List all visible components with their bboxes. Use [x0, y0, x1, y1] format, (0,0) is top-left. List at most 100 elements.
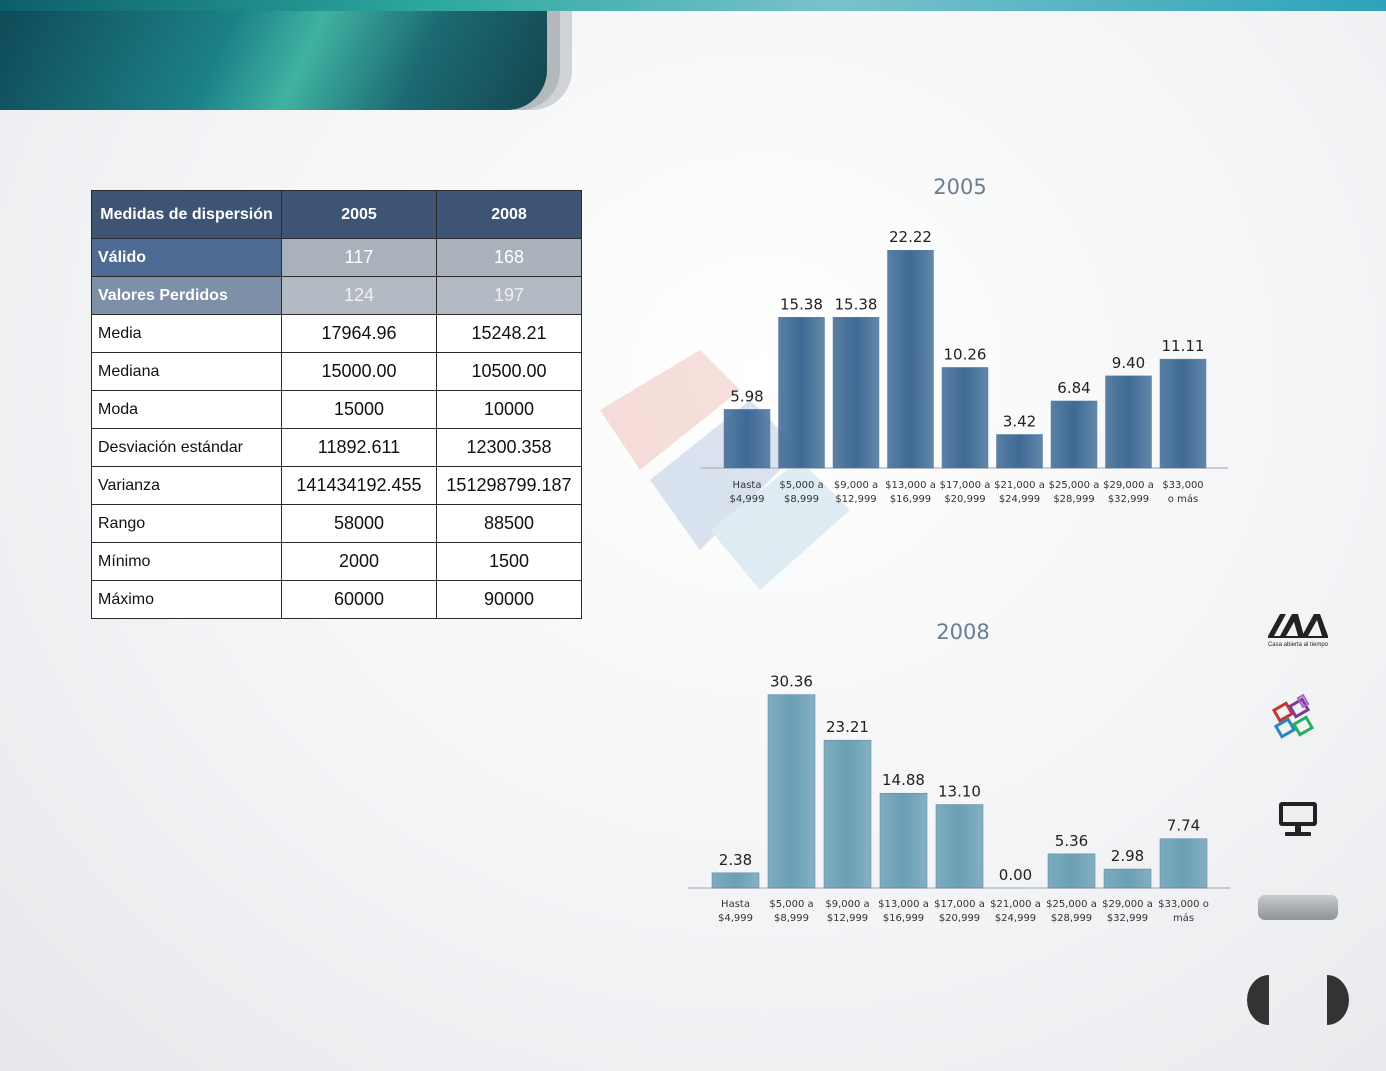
bar — [711, 872, 760, 889]
bar — [1105, 375, 1152, 469]
top-accent-bar — [0, 0, 1386, 11]
data-label: 15.38 — [780, 295, 823, 313]
table-header: 2005 — [281, 190, 437, 239]
data-label: 10.26 — [944, 345, 987, 363]
table-header: 2008 — [436, 190, 582, 239]
cell-2005: 2000 — [281, 542, 437, 581]
cell-2005: 141434192.455 — [281, 466, 437, 505]
row-label: Desviación estándar — [91, 428, 282, 467]
bar — [1050, 400, 1098, 469]
table-row: Valores Perdidos 124 197 — [91, 276, 582, 315]
table-row: Media 17964.96 15248.21 — [91, 314, 582, 353]
cell-2005: 15000.00 — [281, 352, 437, 391]
bar — [996, 434, 1043, 469]
table-row: Máximo 60000 90000 — [91, 580, 582, 619]
bar — [941, 367, 989, 469]
category-label: $16,999 — [890, 494, 931, 505]
cell-2005: 60000 — [281, 580, 437, 619]
category-label: $13,000 a — [885, 480, 936, 491]
cell-2005: 58000 — [281, 504, 437, 543]
chart-title: 2005 — [933, 175, 986, 199]
category-label: $21,000 a — [994, 480, 1045, 491]
bar-chart-2008: 2008 2.38 Hasta $4,999 30.36 $5,000 a $8,999 23… — [688, 620, 1230, 924]
uam-logo-icon: Casa abierta al tiempo — [1268, 614, 1329, 648]
category-label: $25,000 a — [1046, 899, 1097, 910]
data-label: 9.40 — [1112, 354, 1145, 372]
data-label: 11.11 — [1162, 337, 1205, 355]
data-label: 2.98 — [1111, 847, 1144, 865]
category-label: $24,999 — [999, 494, 1040, 505]
category-label: $28,999 — [1051, 913, 1092, 924]
bar — [823, 739, 872, 889]
category-label: $8,999 — [774, 913, 809, 924]
next-arrow-icon[interactable] — [1327, 975, 1349, 1025]
title-banner — [0, 11, 547, 110]
category-label: o más — [1168, 493, 1198, 505]
bar — [935, 804, 984, 889]
row-label: Rango — [91, 504, 282, 543]
category-label: $9,000 a — [825, 899, 869, 910]
category-label: $17,000 a — [934, 899, 985, 910]
cell-2005: 117 — [281, 238, 437, 277]
table-row: Válido 117 168 — [91, 238, 582, 277]
bar — [767, 694, 816, 889]
category-label: $4,999 — [718, 913, 753, 924]
category-label: $28,999 — [1053, 494, 1094, 505]
bar — [879, 792, 928, 889]
category-label: más — [1173, 912, 1194, 924]
category-label: $17,000 a — [940, 480, 991, 491]
category-label: $20,999 — [944, 494, 985, 505]
data-label: 13.10 — [938, 783, 981, 801]
category-label: $12,999 — [827, 913, 868, 924]
table-row: Desviación estándar 11892.611 12300.358 — [91, 428, 582, 467]
bar — [1159, 358, 1207, 469]
bar — [1159, 838, 1208, 889]
row-label: Media — [91, 314, 282, 353]
cell-2005: 11892.611 — [281, 428, 437, 467]
previous-arrow-icon[interactable] — [1247, 975, 1269, 1025]
data-label: 14.88 — [882, 771, 925, 789]
bar — [1047, 853, 1096, 889]
cell-2005: 124 — [281, 276, 437, 315]
category-label: $13,000 a — [878, 899, 929, 910]
category-label: $5,000 a — [769, 899, 813, 910]
cell-2008: 90000 — [436, 580, 582, 619]
data-label: 2.38 — [719, 851, 752, 869]
row-label: Moda — [91, 390, 282, 429]
category-label: $32,999 — [1107, 913, 1148, 924]
data-label: 23.21 — [826, 718, 869, 736]
table-row: Moda 15000 10000 — [91, 390, 582, 429]
data-label: 6.84 — [1057, 379, 1090, 397]
category-label: $20,999 — [939, 913, 980, 924]
cell-2005: 15000 — [281, 390, 437, 429]
data-label: 0.00 — [999, 866, 1032, 884]
category-label: $33,000 o — [1158, 899, 1209, 910]
category-label: $25,000 a — [1049, 480, 1100, 491]
cell-2008: 151298799.187 — [436, 466, 582, 505]
cell-2008: 168 — [436, 238, 582, 277]
dispersion-table: Medidas de dispersión 2005 2008 Válido 1… — [91, 190, 582, 619]
table-header-row: Medidas de dispersión 2005 2008 — [91, 190, 582, 239]
category-label: $32,999 — [1108, 494, 1149, 505]
row-label: Mínimo — [91, 542, 282, 581]
category-label: $29,000 a — [1102, 899, 1153, 910]
row-label: Máximo — [91, 580, 282, 619]
data-label: 3.42 — [1003, 412, 1036, 430]
table-row: Mediana 15000.00 10500.00 — [91, 352, 582, 391]
table-row: Rango 58000 88500 — [91, 504, 582, 543]
data-label: 30.36 — [770, 673, 813, 691]
data-label: 15.38 — [835, 295, 878, 313]
logo-text: Casa abierta al tiempo — [1268, 642, 1329, 648]
cell-2008: 10000 — [436, 390, 582, 429]
table-row: Mínimo 2000 1500 — [91, 542, 582, 581]
chart-title: 2008 — [936, 620, 989, 644]
row-label: Mediana — [91, 352, 282, 391]
monitor-icon[interactable] — [1277, 800, 1319, 838]
menu-button[interactable] — [1258, 895, 1338, 920]
data-label: 7.74 — [1167, 817, 1200, 835]
category-label: $33,000 — [1162, 480, 1203, 491]
bar — [887, 249, 934, 469]
colored-frames-icon[interactable] — [1270, 692, 1326, 748]
cell-2008: 197 — [436, 276, 582, 315]
cell-2008: 1500 — [436, 542, 582, 581]
